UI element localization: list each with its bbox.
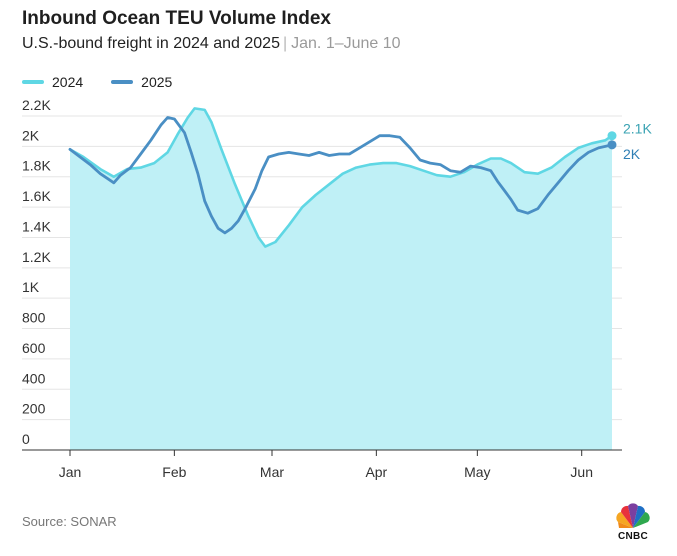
legend-label-2025: 2025: [141, 74, 173, 90]
y-tick-label: 2K: [22, 127, 40, 143]
x-tick-label: Mar: [260, 464, 284, 480]
subtitle-date-range: Jan. 1–June 10: [291, 35, 401, 52]
chart-plot: 0 200 400 600 800 1K 1.2K 1.4K 1.6K 1.8K 2K 2.2K Jan…: [22, 97, 652, 480]
peacock-icon: [616, 503, 650, 528]
x-tick-label: Jan: [59, 464, 82, 480]
y-tick-label: 1.6K: [22, 188, 51, 204]
x-tick-label: May: [464, 464, 490, 480]
x-tick-label: Feb: [162, 464, 186, 480]
y-tick-label: 400: [22, 370, 46, 386]
subtitle-text: U.S.-bound freight in 2024 and 2025: [22, 35, 280, 52]
series-2024-end-label: 2.1K: [623, 121, 652, 137]
y-tick-label: 0: [22, 431, 30, 447]
series-2024-area: [70, 108, 612, 451]
series-2024-line: [68, 107, 614, 248]
legend-swatch-2024: [22, 80, 44, 84]
legend-item-2025: 2025: [111, 74, 172, 90]
chart-subtitle: U.S.-bound freight in 2024 and 2025 | Jan.…: [22, 35, 401, 53]
x-tick-label: Jun: [570, 464, 593, 480]
y-tick-label: 600: [22, 340, 46, 356]
legend-label-2024: 2024: [52, 74, 84, 90]
y-tick-label: 2.2K: [22, 97, 51, 113]
y-tick-label: 1K: [22, 279, 40, 295]
series-2025-line: [68, 116, 614, 235]
y-tick-label: 800: [22, 310, 46, 326]
chart-legend: 2024 2025: [22, 74, 172, 90]
series-2024-end-marker: [607, 131, 617, 141]
cnbc-logo: CNBC: [610, 502, 656, 548]
source-note: Source: SONAR: [22, 514, 117, 529]
legend-swatch-2025: [111, 80, 134, 84]
x-tick-label: Apr: [365, 464, 387, 480]
legend-item-2024: 2024: [22, 74, 83, 90]
y-tick-label: 200: [22, 401, 46, 417]
y-tick-label: 1.8K: [22, 158, 51, 174]
chart-title: Inbound Ocean TEU Volume Index: [22, 8, 331, 29]
subtitle-separator: |: [282, 35, 288, 52]
series-2025-end-marker: [607, 140, 617, 150]
y-tick-label: 1.2K: [22, 249, 51, 265]
series-2025-end-label: 2K: [623, 146, 641, 162]
logo-text: CNBC: [617, 531, 649, 542]
y-tick-label: 1.4K: [22, 218, 51, 234]
